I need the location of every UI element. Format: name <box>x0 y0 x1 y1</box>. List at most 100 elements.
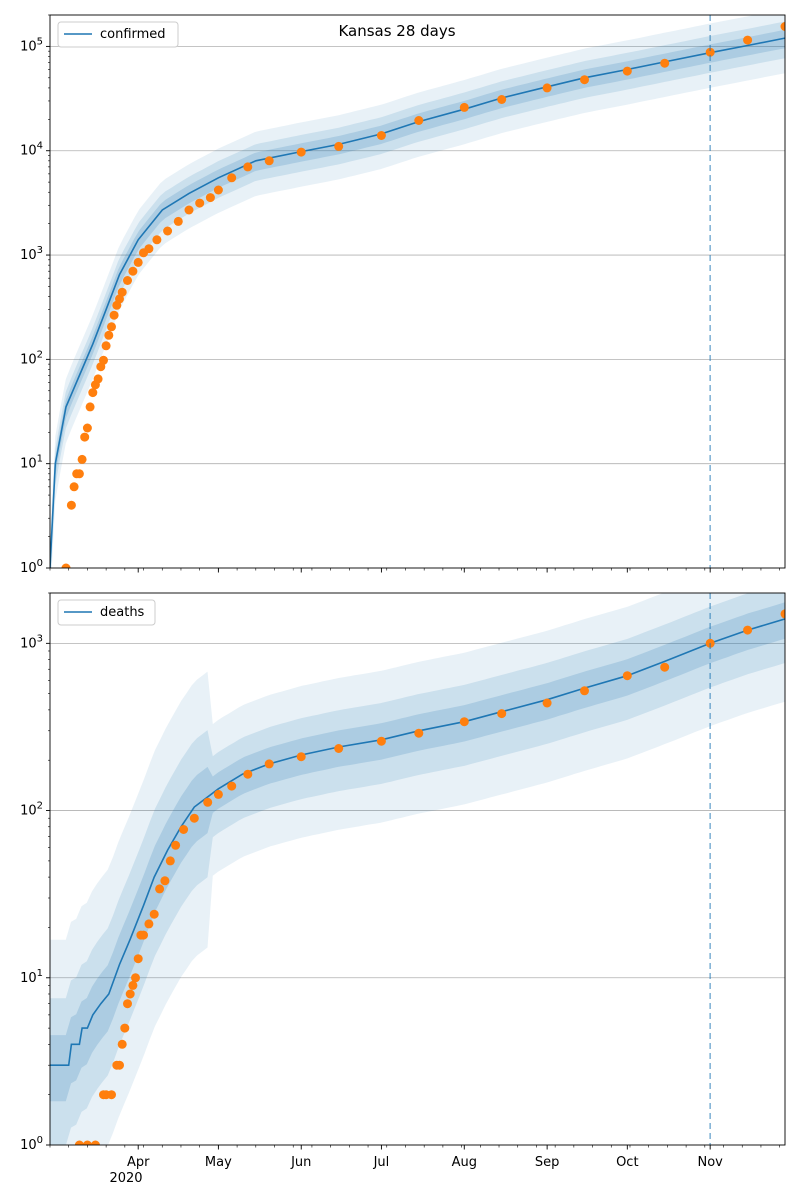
x-year-label: 2020 <box>109 1171 142 1186</box>
plot-content <box>50 15 785 568</box>
uncertainty-band <box>50 29 785 568</box>
data-point <box>184 205 194 215</box>
data-point <box>107 1090 116 1100</box>
data-point <box>88 388 98 398</box>
y-tick-label: 103 <box>20 245 43 263</box>
data-point <box>149 909 159 919</box>
data-point <box>101 341 111 351</box>
uncertainty-band <box>50 21 785 568</box>
x-tick-label: Jul <box>373 1155 390 1170</box>
data-point <box>144 244 154 254</box>
data-point <box>77 454 87 464</box>
legend-confirmed: confirmed <box>57 21 179 48</box>
data-point <box>705 47 715 57</box>
data-point <box>414 728 424 738</box>
data-point <box>99 355 108 365</box>
uncertainty-band <box>50 602 785 1102</box>
data-point <box>376 131 386 140</box>
data-point <box>264 759 274 769</box>
y-tick-label: 104 <box>20 141 43 159</box>
data-point <box>123 276 132 285</box>
data-point <box>109 310 119 320</box>
uncertainty-band <box>50 593 785 1145</box>
data-point <box>155 884 165 894</box>
data-point <box>542 83 552 93</box>
data-point <box>660 662 670 672</box>
confirmed-panel: Kansas 28 days confirmed <box>57 21 456 48</box>
data-point <box>780 22 785 31</box>
data-point <box>580 75 589 85</box>
data-point <box>139 930 148 940</box>
data-point <box>227 781 237 791</box>
data-point <box>497 709 507 719</box>
data-point <box>171 840 181 850</box>
data-point <box>213 185 223 195</box>
data-point <box>542 698 552 708</box>
legend-deaths: deaths <box>57 599 156 626</box>
data-point <box>128 266 138 276</box>
data-point <box>296 752 306 762</box>
data-point <box>334 744 344 753</box>
data-point <box>622 66 632 76</box>
data-point <box>195 198 205 208</box>
x-tick-label: Sep <box>535 1155 560 1170</box>
data-point <box>120 1023 130 1033</box>
data-point <box>227 173 237 183</box>
data-point <box>459 717 469 727</box>
data-point <box>104 330 114 340</box>
data-point <box>173 216 183 226</box>
data-point <box>243 769 253 779</box>
data-point <box>115 1060 124 1070</box>
data-point <box>133 954 143 964</box>
data-point <box>74 469 84 479</box>
legend-label-confirmed: confirmed <box>100 27 166 42</box>
plot-area: 100 101 102 103 Apr May Jun Jul Aug Sep Oct Nov <box>20 592 786 1170</box>
x-tick-label: May <box>205 1155 232 1170</box>
x-tick-label: Nov <box>697 1155 723 1170</box>
data-point <box>179 825 189 834</box>
y-tick-label: 105 <box>20 36 43 54</box>
data-point <box>125 989 135 999</box>
data-point <box>296 147 306 157</box>
data-point <box>743 35 753 45</box>
data-point <box>90 1140 100 1145</box>
y-tick-label: 100 <box>20 1135 43 1153</box>
chart-title: Kansas 28 days <box>338 22 455 40</box>
plot-content <box>50 593 785 1145</box>
y-tick-label: 102 <box>20 801 43 819</box>
data-point <box>376 736 386 746</box>
legend-box <box>57 21 179 48</box>
y-tick-label: 101 <box>20 454 43 472</box>
data-point <box>123 999 132 1009</box>
data-point <box>93 374 103 384</box>
x-tick-label: Jun <box>290 1155 311 1170</box>
data-point <box>459 102 469 112</box>
data-point <box>163 226 173 236</box>
axes-frame <box>49 14 786 569</box>
y-tick-label: 102 <box>20 349 43 367</box>
x-tick-label: Oct <box>616 1155 638 1170</box>
data-point <box>414 116 424 125</box>
data-point <box>107 322 116 332</box>
data-point <box>743 625 753 635</box>
y-tick-label: 100 <box>20 558 43 576</box>
data-point <box>131 973 140 983</box>
data-point <box>580 686 589 696</box>
legend-box <box>57 599 156 626</box>
data-point <box>61 563 71 568</box>
uncertainty-band <box>50 15 785 568</box>
data-point <box>189 813 199 823</box>
data-point <box>264 156 274 166</box>
data-point <box>85 402 95 412</box>
series-line-deaths <box>50 618 785 1066</box>
data-point <box>334 141 344 151</box>
data-point <box>144 919 154 929</box>
data-point <box>160 876 170 886</box>
axes-frame <box>49 592 786 1146</box>
data-point <box>622 671 632 681</box>
data-point <box>243 162 253 172</box>
data-point <box>128 980 138 990</box>
data-point <box>205 193 215 203</box>
y-tick-label: 103 <box>20 633 43 651</box>
